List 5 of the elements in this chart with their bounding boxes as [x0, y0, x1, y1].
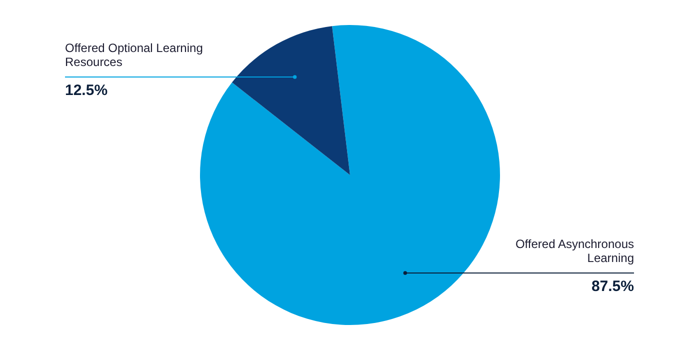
data-label: 12.5% [65, 82, 108, 99]
data-label: 87.5% [591, 278, 634, 296]
pie-slice [232, 26, 350, 175]
slice-label: Offered Optional Learning Resources [65, 40, 203, 69]
slice-label: Offered Asynchronous Learning [515, 237, 634, 266]
